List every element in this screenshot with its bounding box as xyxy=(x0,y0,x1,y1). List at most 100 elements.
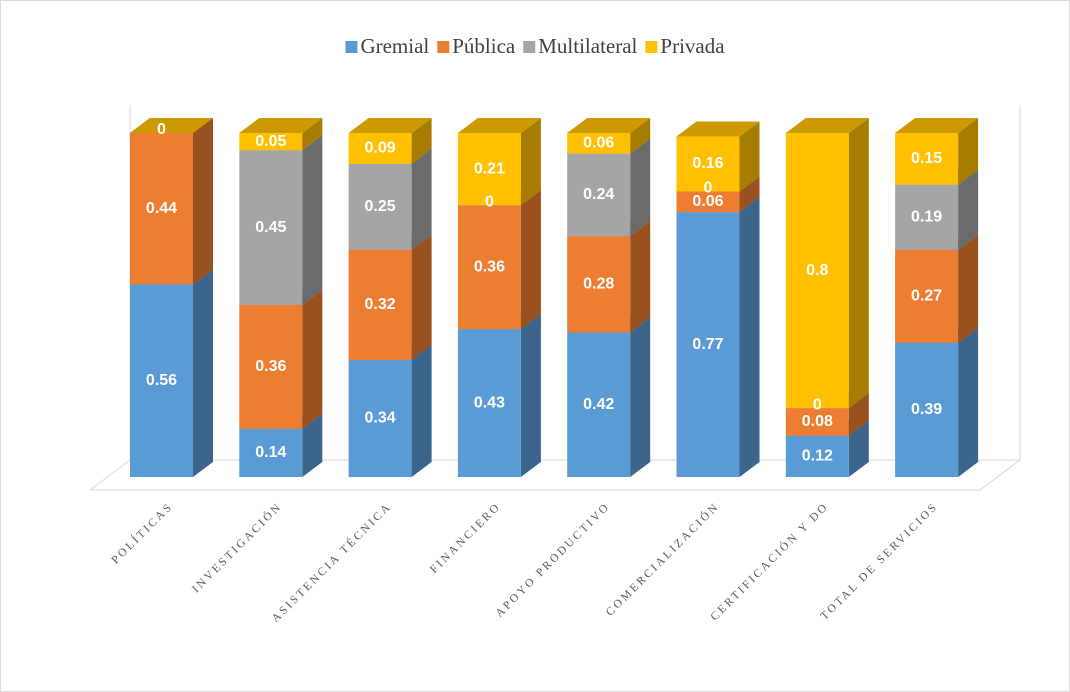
bar-front xyxy=(785,408,849,436)
legend-swatch xyxy=(345,41,358,53)
bar-front xyxy=(130,284,193,477)
bar-side xyxy=(958,234,979,343)
data-label: 0.28 xyxy=(583,276,614,293)
data-label: 0.19 xyxy=(911,208,942,225)
data-label: 0 xyxy=(157,121,166,138)
bar-side xyxy=(739,121,760,192)
data-label: 0.16 xyxy=(692,155,723,172)
data-label: 0.36 xyxy=(474,258,505,275)
bar-front xyxy=(457,205,521,330)
bar-side xyxy=(411,118,432,164)
legend-label: Multilateral xyxy=(538,34,637,58)
bar-segment xyxy=(676,197,760,477)
bar-front xyxy=(567,153,631,237)
data-label: 0.12 xyxy=(802,448,833,465)
legend-swatch xyxy=(645,41,658,53)
bar-side xyxy=(411,345,432,477)
floor-edge xyxy=(90,459,1021,491)
bar-front xyxy=(348,133,412,164)
bar-segment xyxy=(239,118,323,151)
data-label: 0.34 xyxy=(365,410,396,427)
bar-front xyxy=(130,133,193,285)
legend-swatch xyxy=(437,41,450,53)
bar-front xyxy=(785,133,849,409)
data-label: 0.14 xyxy=(255,444,286,461)
bar-side xyxy=(630,221,651,333)
bar-side xyxy=(520,190,541,330)
bar-front xyxy=(348,360,412,477)
data-label: 0.39 xyxy=(911,401,942,418)
bar-segment xyxy=(676,121,760,192)
bar-side xyxy=(630,138,651,237)
bar-side xyxy=(848,420,869,477)
bar-side xyxy=(848,118,869,409)
bar-front xyxy=(567,133,631,154)
data-label: 0.44 xyxy=(146,200,177,217)
data-label: 0.25 xyxy=(365,198,396,215)
data-label: 0 xyxy=(485,193,494,210)
bar-top xyxy=(895,118,979,133)
data-label: 0.8 xyxy=(806,262,828,279)
bar-front xyxy=(348,163,412,250)
bar-side xyxy=(302,135,323,305)
bar-segment xyxy=(567,118,651,154)
bar-side xyxy=(193,118,213,285)
floor-edge xyxy=(89,459,131,491)
bar-side xyxy=(302,290,323,429)
bar-front xyxy=(239,428,303,477)
bar-front xyxy=(567,236,631,333)
bar-segment xyxy=(785,118,869,409)
data-label: 0.09 xyxy=(365,140,396,157)
legend-label: Gremial xyxy=(360,34,429,58)
data-label: 0.77 xyxy=(692,336,723,353)
bar-top xyxy=(348,118,432,133)
bar-front xyxy=(676,191,740,213)
bar-front xyxy=(457,133,521,206)
bar-front xyxy=(239,150,303,305)
legend-label: Pública xyxy=(452,34,516,58)
bar-segment xyxy=(348,345,432,477)
bar-top xyxy=(130,118,213,133)
data-label: 0.08 xyxy=(802,413,833,430)
data-label: 0.21 xyxy=(474,160,505,177)
bar-side xyxy=(520,314,541,477)
data-label: 0.06 xyxy=(692,193,723,210)
bar-side xyxy=(958,118,979,185)
bar-front xyxy=(676,212,740,477)
bar-segment xyxy=(130,118,213,133)
data-label: 0.06 xyxy=(583,135,614,152)
bar-side xyxy=(302,413,323,477)
data-label: 0.05 xyxy=(255,133,286,150)
data-label: 0.27 xyxy=(911,288,942,305)
bar-front xyxy=(348,249,412,361)
bar-front xyxy=(895,342,959,477)
data-label: 0.42 xyxy=(583,396,614,413)
data-label: 0.15 xyxy=(911,150,942,167)
bar-side xyxy=(739,197,760,477)
bar-side xyxy=(848,393,869,436)
data-label: 0.43 xyxy=(474,394,505,411)
legend-label: Privada xyxy=(660,34,725,58)
data-label: 0.36 xyxy=(255,358,286,375)
bar-side xyxy=(520,118,541,206)
bar-front xyxy=(785,435,849,477)
bars: 0.56 0.44 0 0.14 0.36 0.45 0.05 0.34 0.32 0.25 0.0… xyxy=(130,118,979,477)
bar-front xyxy=(239,305,303,429)
legend: Gremial Pública Multilateral Privada xyxy=(345,34,725,58)
bar-front xyxy=(457,329,521,477)
bar-side xyxy=(739,176,760,213)
bar-top xyxy=(567,118,651,133)
bar-side xyxy=(193,269,213,477)
bar-side xyxy=(411,148,432,250)
bar-side xyxy=(630,118,651,154)
bar-top xyxy=(457,118,541,133)
bar-top xyxy=(785,118,869,133)
bar-front xyxy=(895,133,959,185)
bar-front xyxy=(239,133,303,151)
bar-front xyxy=(895,249,959,343)
data-label: 0 xyxy=(704,180,713,197)
bar-side xyxy=(958,169,979,250)
data-label: 0.32 xyxy=(365,296,396,313)
data-label: 0.56 xyxy=(146,372,177,389)
